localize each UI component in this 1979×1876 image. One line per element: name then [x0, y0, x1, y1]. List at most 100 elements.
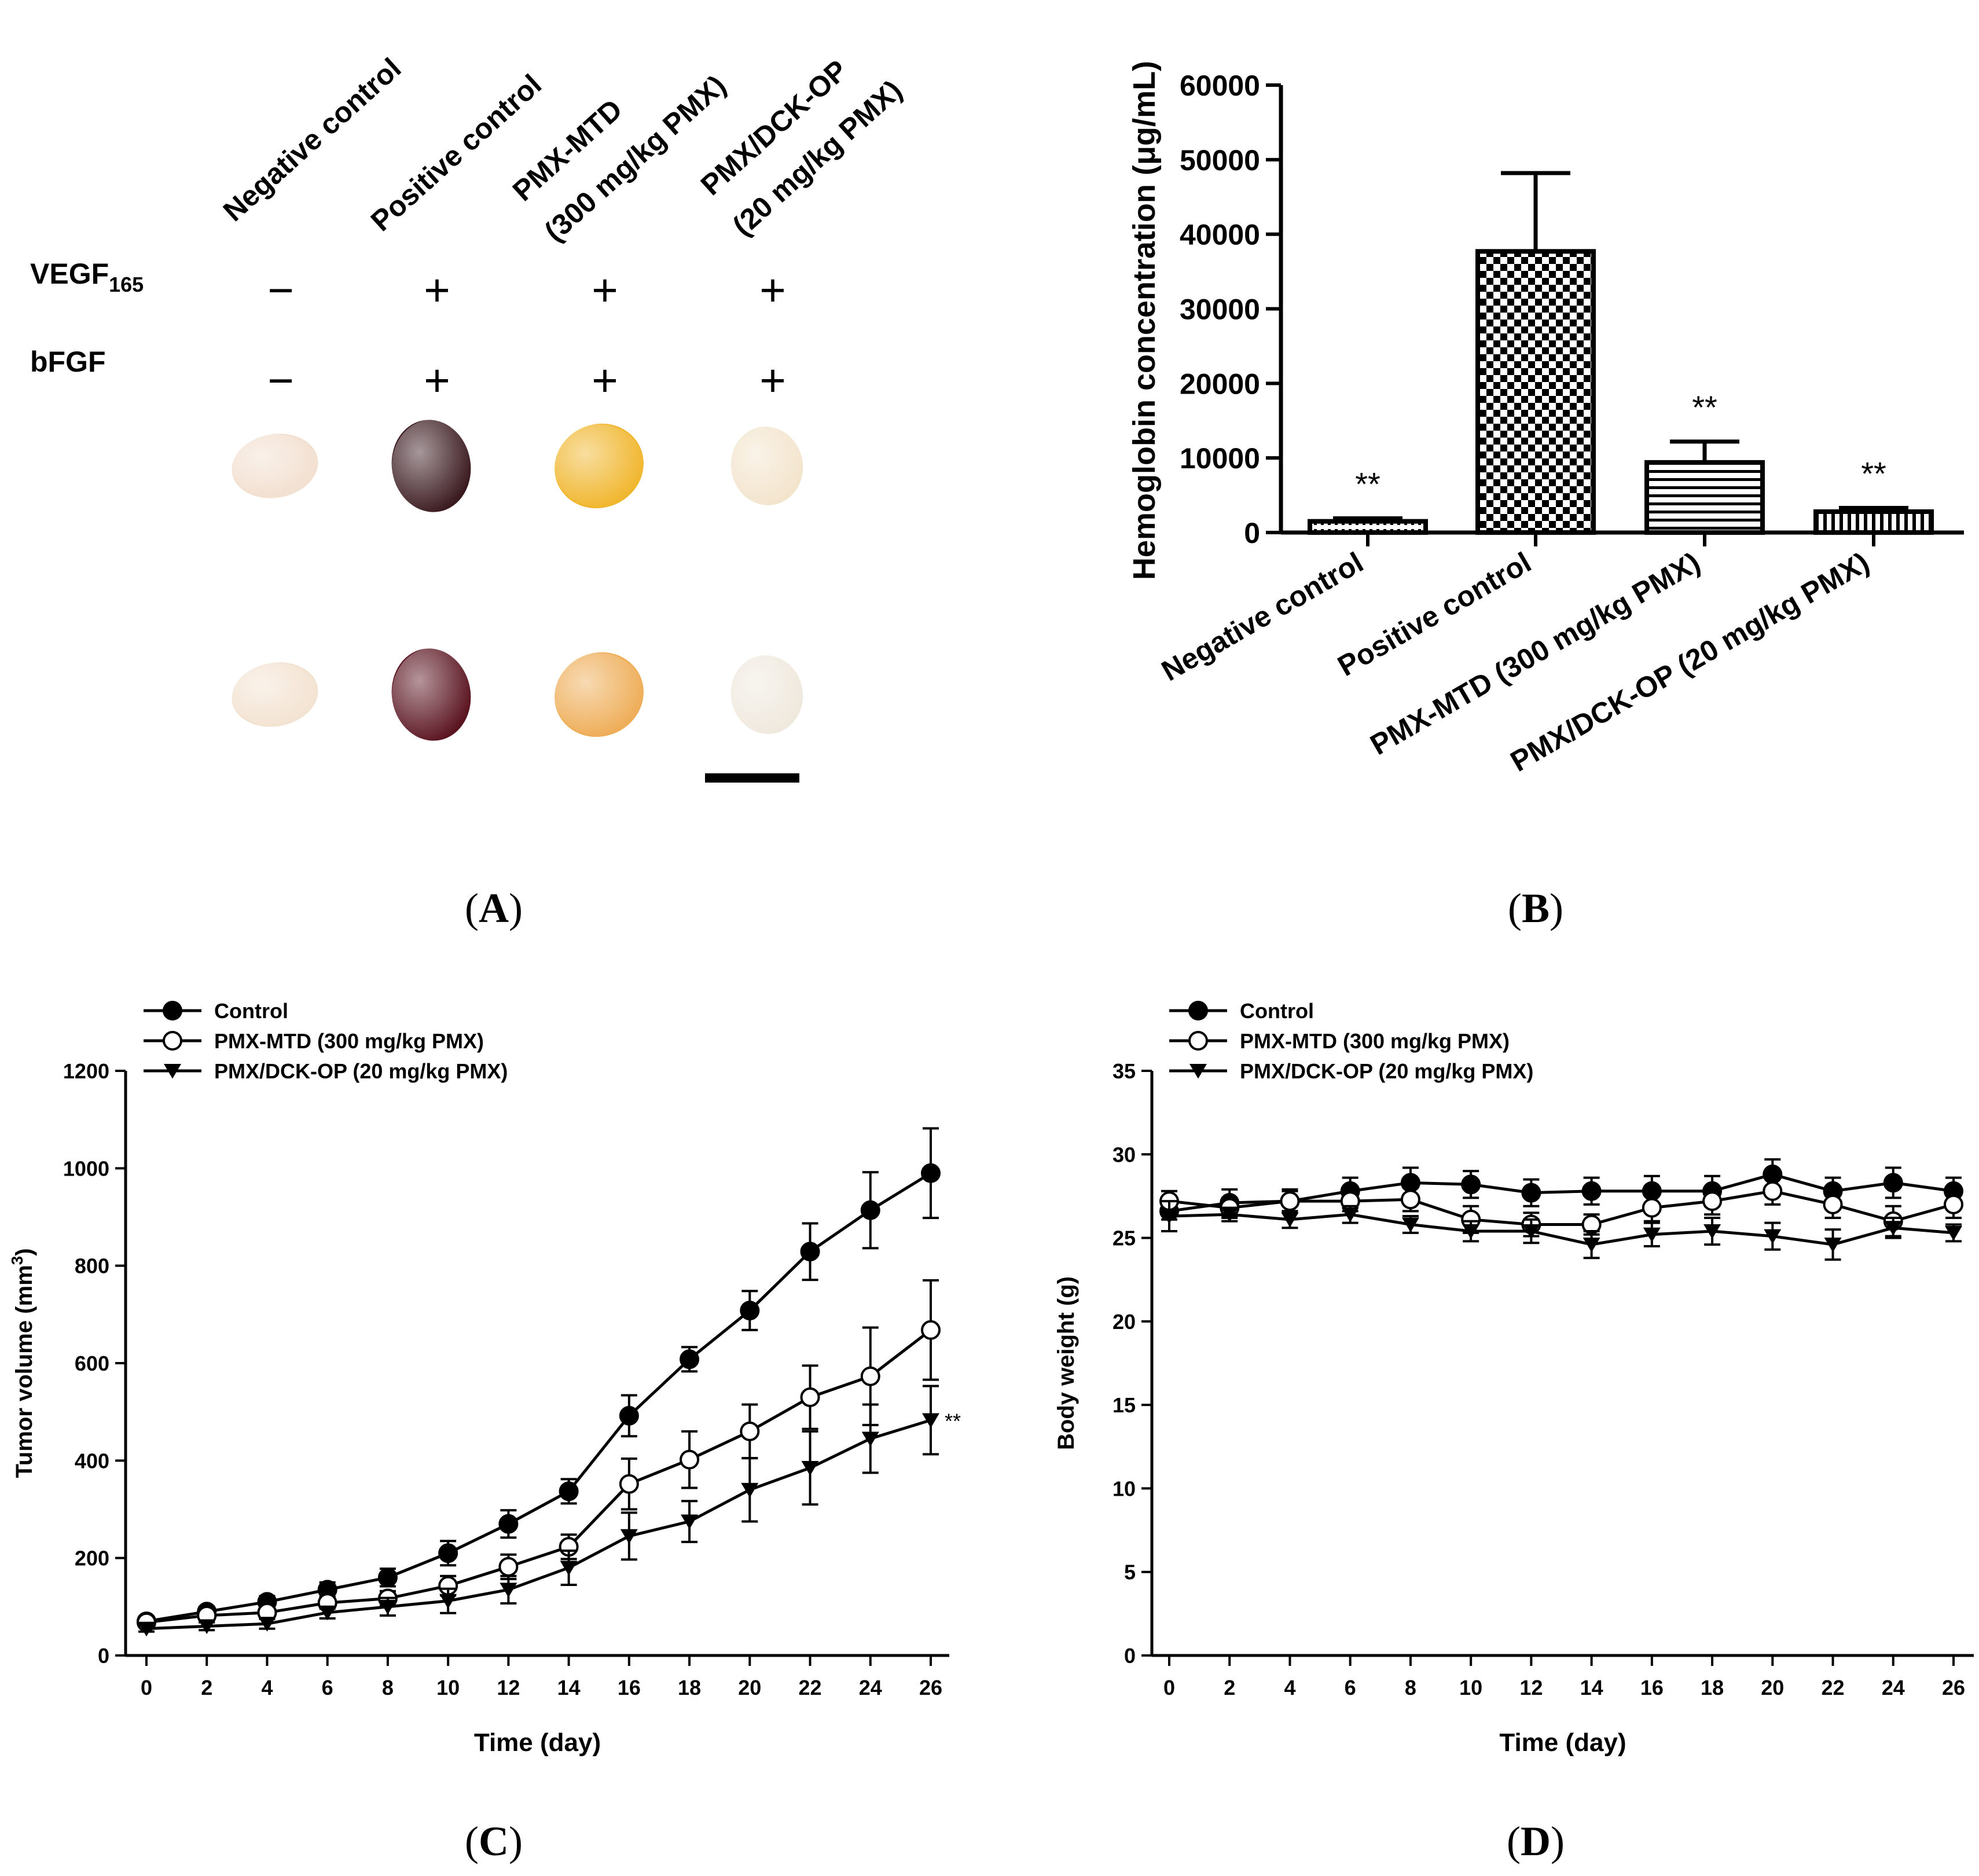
legend-label: PMX-MTD (300 mg/kg PMX): [214, 1029, 484, 1053]
panel-a-photo-grid: Negative control Positive control PMX-MT…: [30, 52, 908, 783]
x-tick-label: 0: [141, 1676, 152, 1699]
data-point: [681, 1514, 699, 1530]
sign-1-1: +: [424, 355, 450, 406]
series-line: [146, 1419, 931, 1631]
data-point: [1280, 1191, 1300, 1211]
panel-label-b: (B): [1508, 885, 1563, 931]
plug-0-0: [232, 434, 318, 498]
data-point: [498, 1556, 519, 1577]
data-point: [1400, 1190, 1420, 1210]
data-point: [1341, 1207, 1359, 1222]
data-point: [1221, 1207, 1239, 1222]
data-point: [1823, 1194, 1843, 1214]
y-tick-label: 1200: [63, 1059, 109, 1083]
legend-label: PMX/DCK-OP (20 mg/kg PMX): [214, 1059, 508, 1083]
x-tick-label: 4: [261, 1676, 273, 1699]
bar-1: [1475, 249, 1596, 535]
y-axis-label: Body weight (g): [1053, 1276, 1079, 1450]
data-point: [861, 1431, 879, 1447]
bar-0: [1308, 519, 1428, 535]
x-tick-label: 26: [919, 1676, 942, 1699]
y-tick-label: 50000: [1180, 144, 1260, 177]
data-point: [1642, 1198, 1662, 1218]
x-tick-label: 8: [382, 1676, 394, 1699]
legend-label: PMX-MTD (300 mg/kg PMX): [1240, 1029, 1510, 1053]
significance-label: **: [945, 1409, 961, 1433]
legend-marker: [164, 1064, 181, 1079]
data-point: [1944, 1194, 1963, 1214]
y-tick-label: 600: [75, 1352, 109, 1375]
data-point: [439, 1594, 457, 1609]
panel-label-d: (D): [1507, 1818, 1565, 1864]
legend-label: Control: [1240, 999, 1314, 1023]
x-tick-label: 26: [1942, 1676, 1965, 1699]
x-tick-label: 14: [557, 1676, 581, 1699]
data-point: [559, 1481, 579, 1501]
x-tick-label: 18: [678, 1676, 701, 1699]
data-point: [1521, 1183, 1541, 1203]
data-point: [740, 1301, 760, 1321]
x-tick-label: 24: [859, 1676, 882, 1699]
data-point: [1884, 1221, 1902, 1236]
legend-marker: [1189, 1064, 1207, 1079]
x-tick-label: 0: [1163, 1676, 1175, 1699]
sign-1-0: −: [267, 355, 294, 406]
data-point: [860, 1200, 880, 1220]
bar-3: [1813, 509, 1934, 535]
legend-label: PMX/DCK-OP (20 mg/kg PMX): [1240, 1059, 1533, 1083]
legend: Control PMX-MTD (300 mg/kg PMX) PMX/DCK-OP…: [144, 999, 508, 1083]
y-tick-label: 800: [75, 1254, 109, 1278]
series-2: [1161, 1200, 1962, 1261]
data-point: [1945, 1225, 1962, 1241]
scale-bar: [705, 773, 799, 783]
data-point: [801, 1460, 819, 1476]
x-tick-label: 2: [1224, 1676, 1235, 1699]
y-axis-label-sup: 3: [8, 1256, 26, 1265]
x-tick-label: 20: [738, 1676, 761, 1699]
plug-1-1: [391, 648, 471, 741]
y-tick-label: 20000: [1180, 368, 1260, 400]
data-point: [741, 1482, 759, 1498]
plug-1-0: [232, 662, 318, 727]
y-tick-label: 0: [98, 1644, 109, 1668]
data-point: [318, 1605, 336, 1621]
x-axis-label: Time (day): [1499, 1728, 1626, 1757]
data-point: [258, 1617, 276, 1632]
data-point: [379, 1599, 396, 1615]
data-point: [1401, 1217, 1419, 1232]
x-tick-label: 18: [1701, 1676, 1724, 1699]
x-axis-label: Time (day): [474, 1728, 601, 1757]
data-point: [438, 1543, 458, 1563]
plug-highlight: [392, 648, 471, 741]
series-0: [137, 1127, 941, 1632]
y-tick-label: 0: [1124, 1644, 1136, 1668]
data-point: [680, 1349, 700, 1370]
data-point: [1702, 1191, 1723, 1211]
x-tick-label: 14: [1580, 1676, 1603, 1699]
series-0: [1159, 1158, 1963, 1221]
sign-1-3: +: [759, 355, 786, 406]
data-point: [1281, 1212, 1299, 1228]
y-axis-label-text: Body weight (g): [1053, 1276, 1079, 1450]
y-tick-label: 5: [1124, 1561, 1136, 1584]
panel-b-bar-chart: 0 10000 20000 30000 40000 50000 60000 Hemoglobi…: [1127, 61, 1964, 778]
data-point: [1462, 1224, 1480, 1239]
legend: Control PMX-MTD (300 mg/kg PMX) PMX/DCK-OP…: [1169, 999, 1533, 1083]
data-point: [680, 1449, 700, 1470]
row-label-bfgf: bFGF: [30, 346, 106, 378]
x-tick-label: 12: [497, 1676, 520, 1699]
y-tick-label: 40000: [1180, 219, 1260, 251]
data-point: [1824, 1238, 1842, 1253]
data-point: [1883, 1173, 1903, 1193]
significance-label: **: [1355, 466, 1380, 502]
series-line: [1169, 1190, 1954, 1226]
data-point: [1764, 1229, 1782, 1244]
x-tick-label: 2: [201, 1676, 212, 1699]
significance-label: **: [1861, 455, 1886, 491]
data-point: [498, 1514, 519, 1534]
series-1: [1159, 1176, 1963, 1238]
x-tick-label: 6: [322, 1676, 333, 1699]
